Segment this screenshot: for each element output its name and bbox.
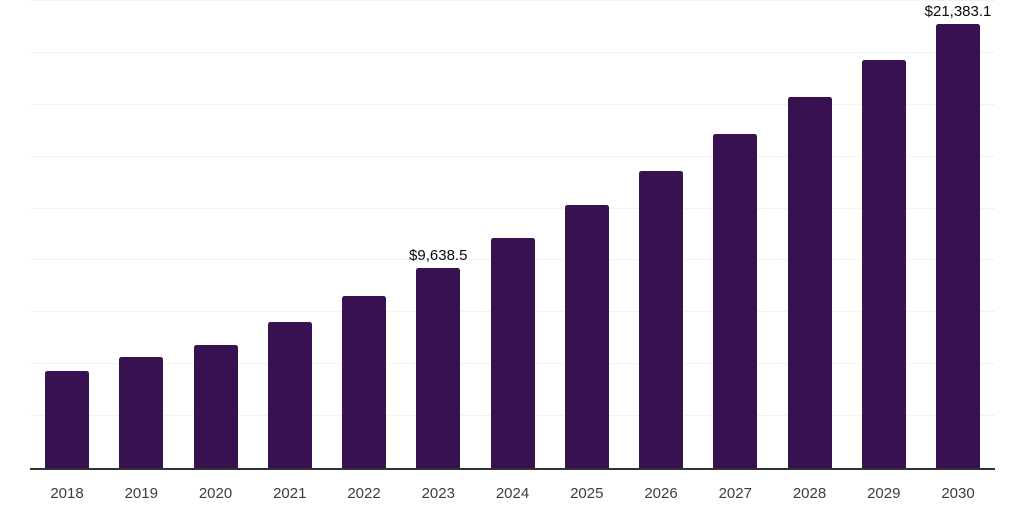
bar-2024 (490, 237, 535, 468)
x-tick-2021: 2021 (273, 485, 307, 502)
gridline-12500 (30, 207, 995, 209)
x-tick-2029: 2029 (867, 485, 901, 502)
x-tick-2022: 2022 (347, 485, 381, 502)
gridline-15000 (30, 155, 995, 157)
bar-col-2028 (787, 1, 832, 468)
bar-col-2026 (639, 1, 683, 468)
x-tick-2018: 2018 (50, 485, 84, 502)
gridline-17500 (30, 103, 995, 105)
bar-2018 (45, 371, 89, 468)
bar-2022 (342, 295, 386, 468)
x-tick-2030: 2030 (941, 485, 975, 502)
bar-col-2025 (564, 1, 609, 468)
x-tick-2024: 2024 (495, 485, 530, 502)
bar-col-2030: $21,383.1 (925, 1, 991, 468)
bar-col-2022 (342, 1, 386, 468)
x-tick-2028: 2028 (792, 485, 827, 502)
bar-2026 (639, 170, 683, 468)
bar-2030: $21,383.1 (925, 3, 991, 468)
x-tick-2025: 2025 (570, 485, 604, 502)
bar-2029 (861, 60, 906, 468)
data-label-2023: $9,638.5 (409, 246, 468, 264)
x-tick-2020: 2020 (198, 485, 233, 502)
plot-area: $9,638.5 $21,383.1 (30, 0, 995, 470)
bar-2021 (267, 322, 312, 468)
bar-col-2029 (861, 1, 906, 468)
bar-2028 (787, 97, 832, 468)
bars-row: $9,638.5 $21,383.1 (30, 1, 995, 468)
x-tick-2023: 2023 (421, 485, 455, 502)
x-tick-2019: 2019 (124, 485, 158, 502)
bar-col-2019 (119, 1, 164, 468)
bar-col-2023: $9,638.5 (409, 1, 467, 468)
x-tick-2027: 2027 (718, 485, 752, 502)
x-axis-ticks: 2018 2019 2020 2021 2022 2023 2024 2025 2026 2027… (30, 485, 995, 502)
bar-2019 (119, 356, 164, 468)
bar-2020 (193, 344, 238, 468)
bar-col-2018 (45, 1, 89, 468)
bar-col-2024 (490, 1, 535, 468)
bar-col-2020 (193, 1, 238, 468)
bar-col-2027 (713, 1, 758, 468)
bar-2023: $9,638.5 (409, 247, 467, 468)
bar-col-2021 (267, 1, 312, 468)
gridline-20000 (30, 51, 995, 53)
data-label-2030: $21,383.1 (924, 3, 992, 21)
bar-2027 (713, 133, 758, 468)
bar-2025 (564, 205, 609, 468)
x-tick-2026: 2026 (644, 485, 678, 502)
gridline-22500 (30, 0, 995, 1)
